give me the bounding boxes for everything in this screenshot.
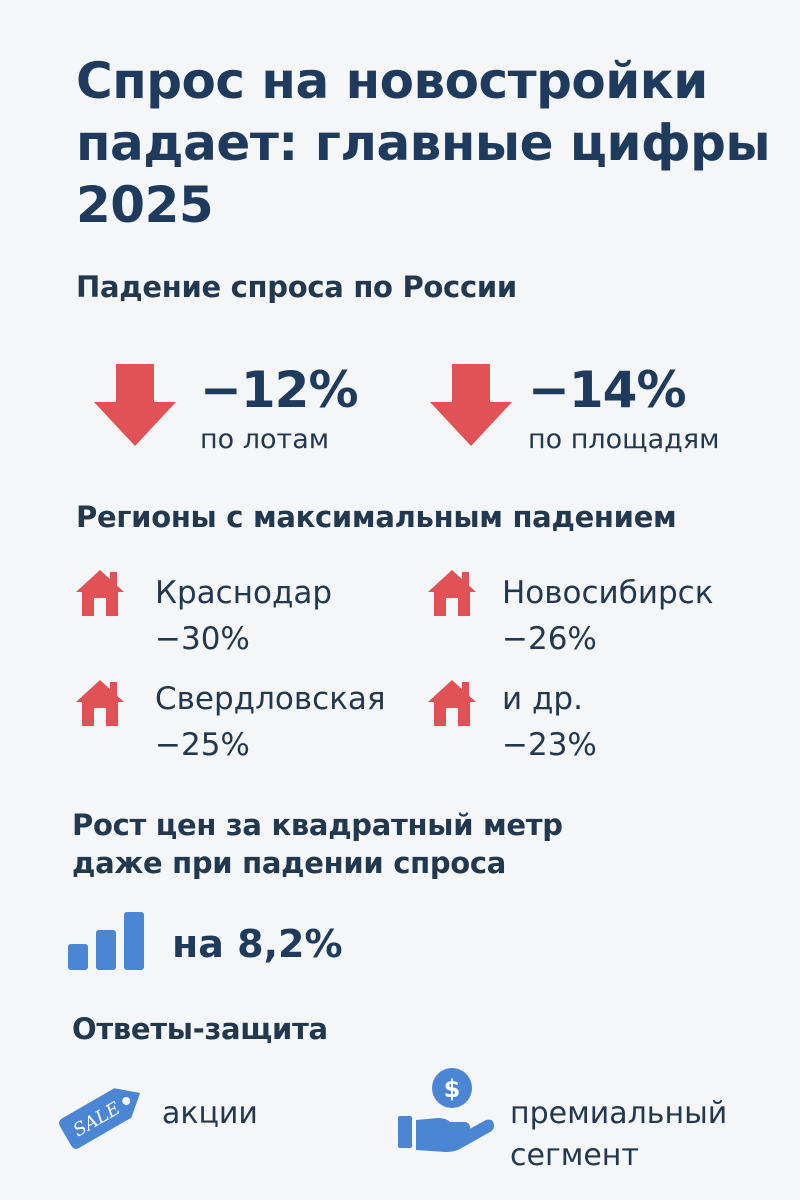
region-name: Новосибирск <box>502 575 714 611</box>
region-value: −26% <box>502 621 597 657</box>
stat-lots-label: по лотам <box>200 424 330 455</box>
price-growth-value: на 8,2% <box>172 922 343 966</box>
region-value: −23% <box>502 727 597 763</box>
region-name: и др. <box>502 681 583 717</box>
response-label-line2: сегмент <box>510 1138 639 1173</box>
house-icon <box>74 568 126 618</box>
sale-tag-icon: SALE <box>52 1070 152 1160</box>
down-arrow-icon <box>92 362 178 448</box>
region-name: Краснодар <box>155 575 333 611</box>
region-value: −25% <box>155 727 250 763</box>
stat-lots-value: −12% <box>200 361 359 419</box>
down-arrow-icon <box>428 362 514 448</box>
house-icon <box>426 568 478 618</box>
house-icon <box>74 678 126 728</box>
response-label-line1: премиальный <box>510 1096 728 1131</box>
hand-coin-icon: $ <box>394 1064 498 1160</box>
bar-chart-icon <box>66 910 148 972</box>
price-heading-line1: Рост цен за квадратный метр <box>72 808 563 842</box>
regions-heading: Регионы с максимальным падением <box>76 500 677 534</box>
house-icon <box>426 678 478 728</box>
stat-area-label: по площадям <box>528 424 720 455</box>
response-label: акции <box>162 1096 258 1131</box>
responses-heading: Ответы-защита <box>72 1012 328 1046</box>
region-name: Свердловская <box>155 681 386 717</box>
page-title: Спрос на новостройки падает: главные циф… <box>76 52 771 234</box>
region-value: −30% <box>155 621 250 657</box>
national-heading: Падение спроса по России <box>76 270 517 304</box>
dollar-sign: $ <box>444 1075 461 1103</box>
price-heading-line2: даже при падении спроса <box>72 846 507 880</box>
stat-area-value: −14% <box>528 361 687 419</box>
